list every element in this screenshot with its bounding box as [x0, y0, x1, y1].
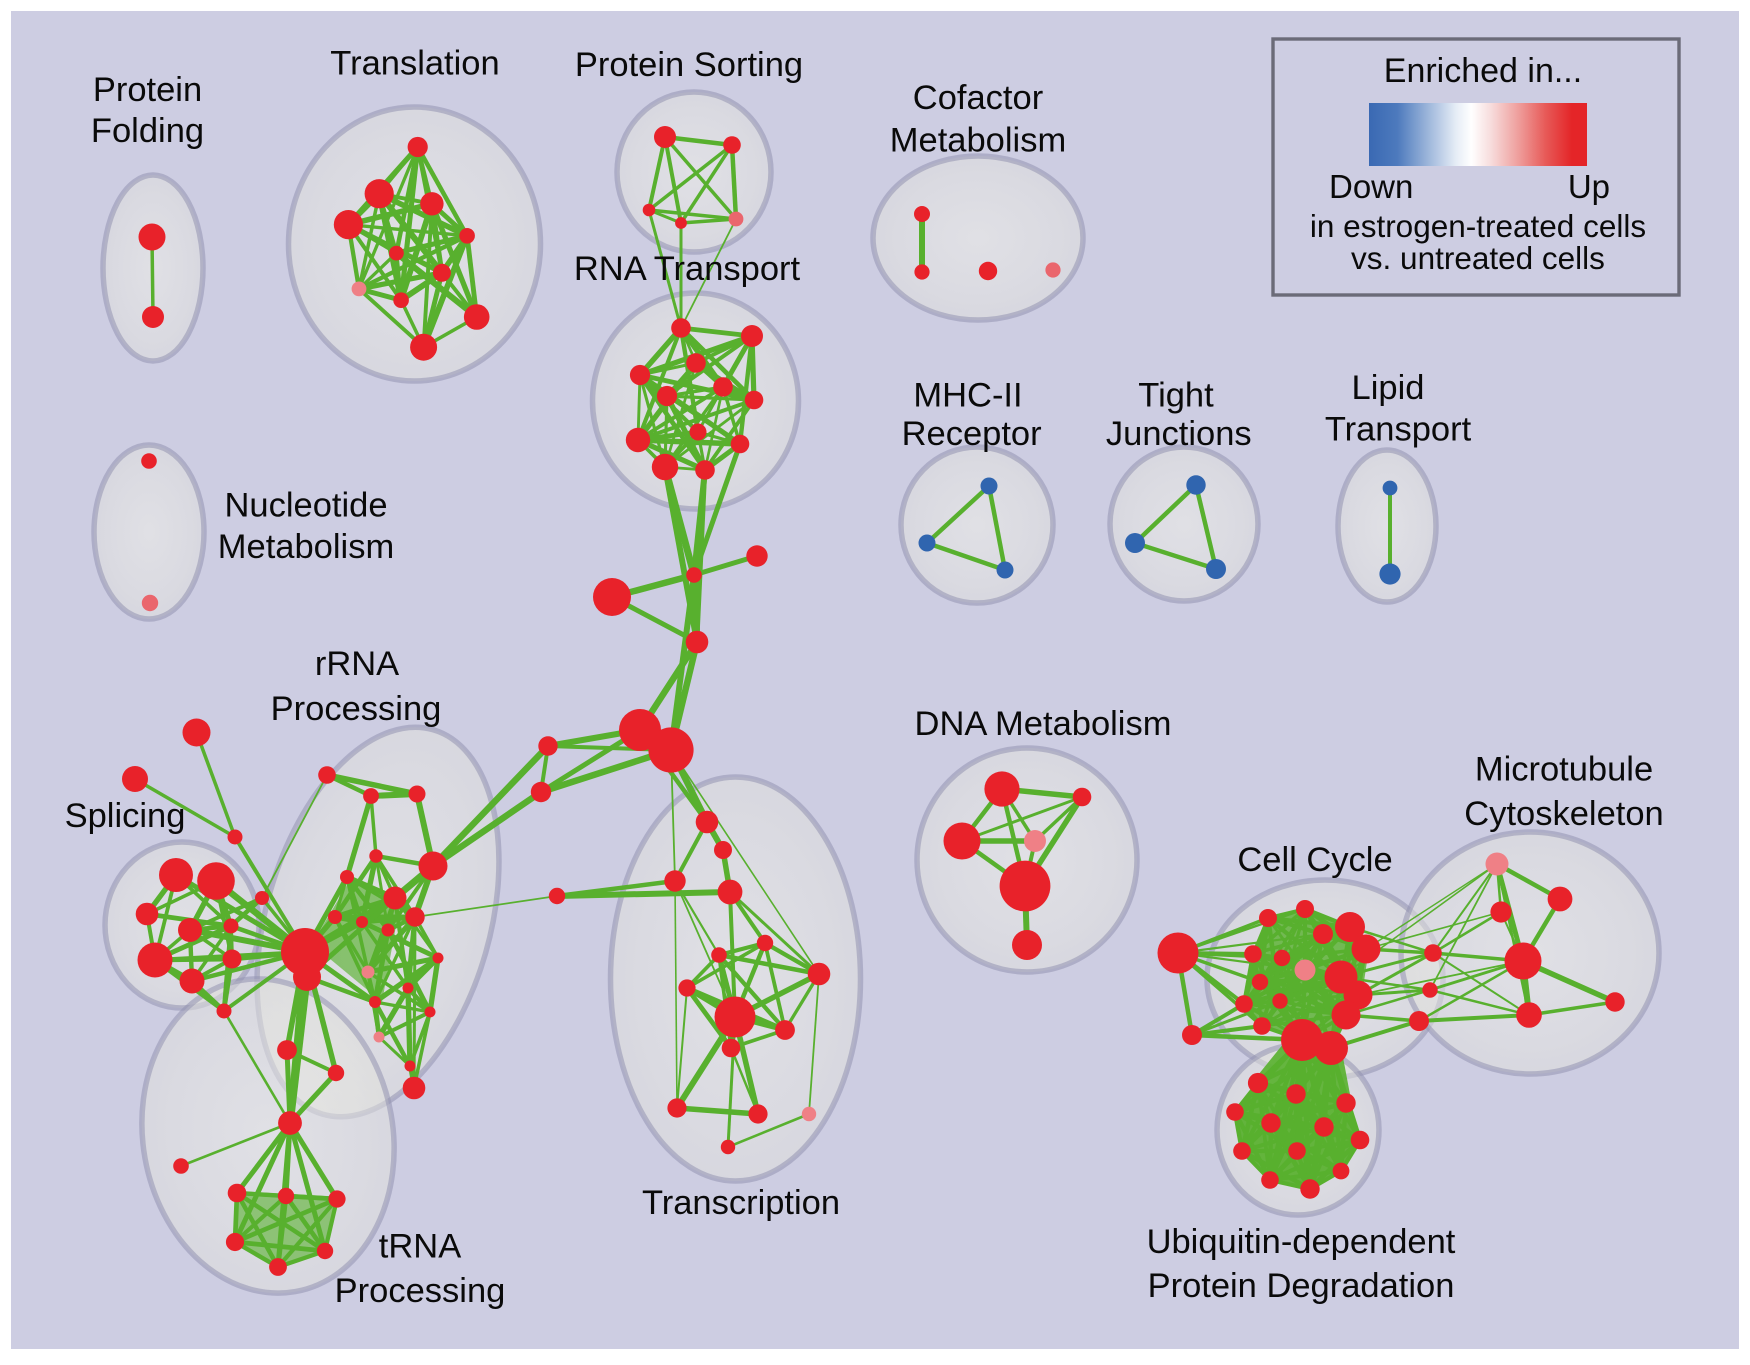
svg-text:Cofactor: Cofactor: [913, 79, 1043, 117]
svg-text:Ubiquitin-dependent: Ubiquitin-dependent: [1147, 1223, 1456, 1261]
svg-text:Junctions: Junctions: [1106, 415, 1252, 453]
svg-text:MHC-II: MHC-II: [913, 377, 1022, 415]
svg-text:Transcription: Transcription: [642, 1184, 840, 1222]
svg-text:in estrogen-treated cells: in estrogen-treated cells: [1310, 208, 1646, 244]
svg-text:DNA Metabolism: DNA Metabolism: [915, 705, 1172, 743]
svg-text:rRNA: rRNA: [315, 645, 399, 683]
svg-text:Processing: Processing: [335, 1272, 506, 1310]
svg-text:Cell Cycle: Cell Cycle: [1237, 841, 1392, 879]
svg-text:Processing: Processing: [271, 690, 442, 728]
svg-text:Protein Degradation: Protein Degradation: [1148, 1267, 1455, 1305]
svg-text:Protein Sorting: Protein Sorting: [575, 46, 803, 84]
svg-text:tRNA: tRNA: [379, 1228, 461, 1266]
svg-text:Up: Up: [1568, 168, 1610, 205]
svg-text:Folding: Folding: [91, 112, 204, 150]
svg-text:Nucleotide: Nucleotide: [224, 487, 387, 525]
svg-text:Protein: Protein: [93, 71, 202, 109]
svg-text:Translation: Translation: [330, 44, 499, 82]
svg-text:Splicing: Splicing: [65, 797, 186, 835]
svg-text:Metabolism: Metabolism: [218, 528, 394, 566]
svg-text:RNA Transport: RNA Transport: [574, 250, 801, 288]
svg-text:Microtubule: Microtubule: [1475, 751, 1653, 789]
svg-text:Tight: Tight: [1138, 377, 1214, 415]
svg-text:Enriched in...: Enriched in...: [1384, 52, 1582, 90]
svg-text:Down: Down: [1329, 168, 1413, 205]
svg-text:Cytoskeleton: Cytoskeleton: [1464, 795, 1663, 833]
svg-text:Lipid: Lipid: [1352, 369, 1425, 407]
svg-text:vs. untreated cells: vs. untreated cells: [1351, 240, 1605, 276]
svg-text:Receptor: Receptor: [902, 415, 1042, 453]
svg-text:Metabolism: Metabolism: [890, 122, 1066, 160]
svg-text:Transport: Transport: [1325, 411, 1472, 449]
